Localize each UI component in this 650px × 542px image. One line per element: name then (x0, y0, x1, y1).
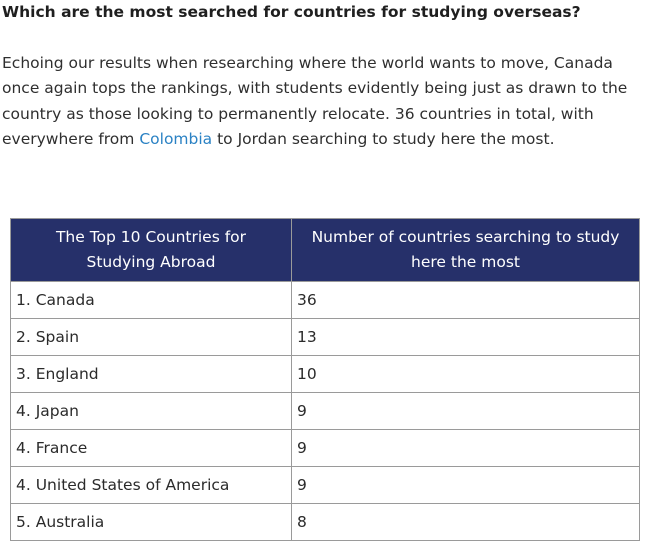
country-cell: 1. Canada (10, 281, 292, 319)
section-heading: Which are the most searched for countrie… (2, 3, 581, 21)
country-cell: 2. Spain (10, 318, 292, 356)
country-cell: 4. France (10, 429, 292, 467)
count-cell: 13 (291, 318, 640, 356)
count-cell: 36 (291, 281, 640, 319)
table-row: 4. Japan 9 (10, 392, 640, 430)
intro-text-start: Echoing our results when researching whe… (2, 54, 628, 148)
top-countries-table: The Top 10 Countries for Studying Abroad… (10, 218, 640, 541)
country-cell: 5. Australia (10, 503, 292, 541)
intro-text-end: to Jordan searching to study here the mo… (212, 129, 555, 148)
count-cell: 9 (291, 392, 640, 430)
count-cell: 9 (291, 466, 640, 504)
count-cell: 8 (291, 503, 640, 541)
column-header-count: Number of countries searching to study h… (291, 218, 640, 282)
colombia-link[interactable]: Colombia (139, 129, 213, 148)
table-row: 4. United States of America 9 (10, 466, 640, 504)
table-row: 1. Canada 36 (10, 281, 640, 319)
table-row: 3. England 10 (10, 355, 640, 393)
intro-paragraph: Echoing our results when researching whe… (2, 51, 648, 152)
column-header-country: The Top 10 Countries for Studying Abroad (10, 218, 292, 282)
table-row: 2. Spain 13 (10, 318, 640, 356)
count-cell: 10 (291, 355, 640, 393)
country-cell: 3. England (10, 355, 292, 393)
table-row: 5. Australia 8 (10, 503, 640, 541)
country-cell: 4. Japan (10, 392, 292, 430)
table-header-row: The Top 10 Countries for Studying Abroad… (10, 218, 640, 282)
count-cell: 9 (291, 429, 640, 467)
country-cell: 4. United States of America (10, 466, 292, 504)
table-row: 4. France 9 (10, 429, 640, 467)
